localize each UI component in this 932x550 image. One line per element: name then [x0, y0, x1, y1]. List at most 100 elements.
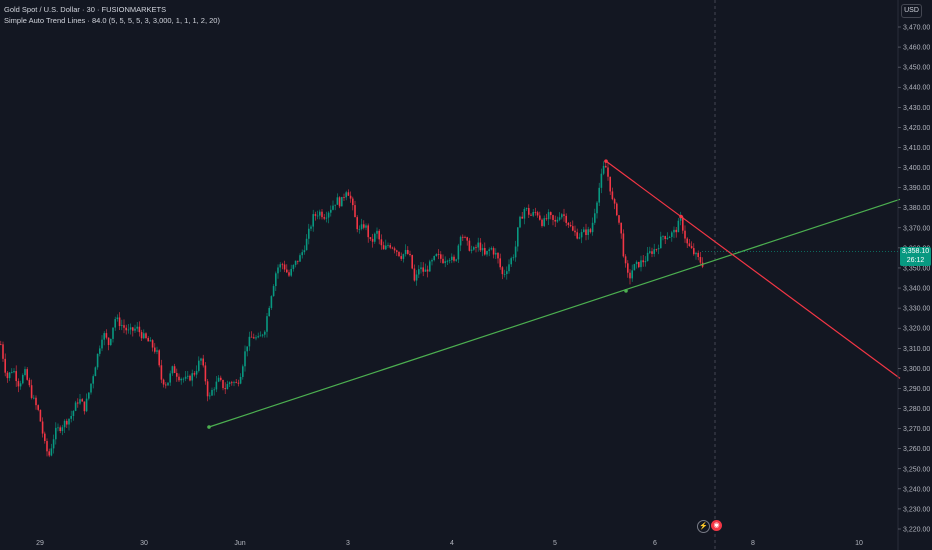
candle-body — [283, 264, 286, 270]
candle-body — [490, 248, 493, 250]
candle-body — [334, 204, 336, 206]
indicator-title[interactable]: Simple Auto Trend Lines · 84.0 (5, 5, 5,… — [4, 16, 220, 25]
candle-body — [57, 427, 59, 429]
candle-body — [239, 376, 242, 384]
candle-body — [195, 370, 198, 375]
candle-body — [206, 381, 209, 397]
candle-body — [585, 229, 587, 236]
candle-body — [85, 398, 88, 412]
candle-body — [154, 347, 156, 352]
candle-body — [640, 260, 642, 268]
candle-body — [638, 261, 640, 268]
candle-body — [433, 256, 435, 261]
candle-body — [132, 327, 134, 331]
candle-body — [83, 401, 86, 412]
candle-body — [649, 251, 651, 253]
candle-body — [299, 255, 301, 262]
candle-body — [385, 245, 387, 250]
lightning-icon[interactable]: ⚡ — [697, 520, 710, 533]
price-tick-label: 3,280.00 — [903, 406, 930, 413]
candle-body — [374, 233, 376, 242]
trendline-support[interactable] — [208, 198, 901, 428]
candle-body — [459, 236, 462, 246]
candle-body — [473, 247, 475, 250]
candle-body — [633, 264, 636, 271]
candle-body — [455, 259, 457, 261]
candle-body — [145, 333, 147, 339]
candle-body — [272, 286, 275, 297]
candle-body — [338, 197, 341, 207]
candle-body — [169, 373, 171, 383]
candle-body — [616, 203, 618, 216]
candle-body — [72, 410, 75, 416]
candle-body — [594, 213, 596, 223]
candle-body — [352, 198, 354, 206]
candle-body — [620, 222, 622, 234]
candle-body — [165, 384, 167, 386]
candle-body — [275, 273, 277, 287]
candle-body — [429, 261, 431, 272]
candle-body — [530, 214, 532, 216]
candle-body — [644, 261, 647, 263]
candle-body — [525, 208, 528, 210]
candle-body — [413, 268, 416, 281]
candle-body — [591, 222, 594, 233]
symbol-title[interactable]: Gold Spot / U.S. Dollar · 30 · FUSIONMAR… — [4, 5, 167, 14]
candle-body — [635, 261, 638, 265]
candle-body — [697, 252, 699, 258]
candle-body — [466, 237, 468, 241]
candle-body — [4, 358, 6, 373]
candle-body — [99, 348, 101, 354]
time-axis[interactable]: 29 30 Jun 3 4 5 6 8 10 — [36, 540, 863, 547]
candle-body — [618, 215, 620, 223]
candle-body — [627, 263, 629, 273]
price-tick-label: 3,410.00 — [903, 145, 930, 152]
candle-body — [184, 376, 187, 379]
price-tick-label: 3,260.00 — [903, 446, 930, 453]
candle-body — [567, 222, 570, 225]
candle-body — [693, 248, 695, 255]
candle-body — [554, 219, 556, 222]
currency-button[interactable]: USD — [901, 4, 922, 18]
candle-body — [611, 191, 614, 200]
candle-body — [622, 233, 625, 257]
candle-body — [261, 334, 264, 336]
candle-body — [336, 197, 339, 205]
candle-body — [503, 274, 506, 275]
candle-body — [653, 249, 655, 254]
candle-body — [488, 249, 490, 251]
economic-event-icon[interactable]: ◉ — [711, 520, 722, 531]
candles-layer — [0, 159, 704, 458]
candle-body — [563, 214, 565, 216]
candle-body — [88, 392, 90, 399]
candle-body — [270, 296, 273, 308]
candle-body — [6, 372, 9, 379]
candle-body — [310, 226, 312, 229]
candle-body — [46, 441, 48, 452]
trendline-resistance[interactable] — [605, 160, 901, 379]
candle-body — [290, 268, 292, 276]
candle-body — [609, 176, 611, 192]
candle-body — [409, 253, 411, 256]
candle-body — [305, 238, 308, 251]
candle-body — [173, 366, 176, 373]
candle-body — [387, 245, 389, 246]
candle-body — [686, 238, 688, 244]
candle-body — [92, 376, 94, 384]
candle-body — [105, 333, 108, 338]
candle-body — [11, 372, 13, 373]
candle-body — [253, 337, 255, 339]
resistance-anchor-point — [604, 159, 608, 163]
candle-body — [13, 371, 15, 373]
candle-body — [66, 420, 68, 425]
candle-body — [143, 333, 145, 339]
candle-body — [171, 366, 174, 374]
candle-body — [158, 350, 160, 366]
candle-body — [162, 379, 165, 385]
candle-body — [624, 256, 627, 264]
time-tick-label: 5 — [553, 540, 557, 547]
time-tick-label: 8 — [751, 540, 755, 547]
candle-body — [655, 249, 658, 251]
price-axis[interactable]: 3,220.00 3,230.00 3,240.00 3,250.00 3,260.00… — [702, 0, 930, 550]
